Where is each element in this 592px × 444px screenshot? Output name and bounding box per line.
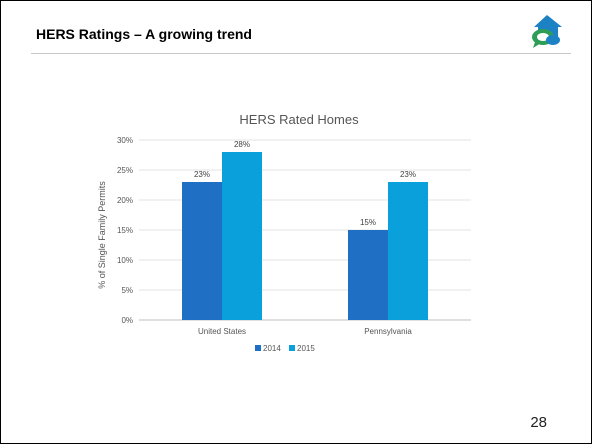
y-tick-label: 5% [121,286,133,295]
bar-2014-pennsylvania [348,230,388,320]
bar-2014-united-states [182,182,222,320]
data-label: 28% [234,140,250,149]
y-tick-label: 20% [117,196,133,205]
chart-title: HERS Rated Homes [239,112,359,127]
title-divider [31,53,571,54]
bars: 23% 28% 15% 23% [182,140,428,320]
y-tick-label: 15% [117,226,133,235]
x-axis-labels: United States Pennsylvania [198,327,412,336]
data-label: 23% [194,170,210,179]
legend: 2014 2015 [255,344,315,353]
y-tick-label: 30% [117,136,133,145]
y-tick-label: 25% [117,166,133,175]
legend-swatch-2015 [289,345,295,351]
data-label: 23% [400,170,416,179]
y-axis-label: % of Single Family Permits [97,181,107,289]
bar-2015-pennsylvania [388,182,428,320]
page-number: 28 [530,414,547,431]
bar-2015-united-states [222,152,262,320]
house-with-speech-bubbles-icon [532,15,562,48]
data-label: 15% [360,218,376,227]
legend-label-2014: 2014 [263,344,281,353]
legend-label-2015: 2015 [297,344,315,353]
x-tick-label: United States [198,327,246,336]
logo-bubble-white [537,33,549,41]
x-tick-label: Pennsylvania [364,327,412,336]
logo-bubble-tail [533,42,541,48]
y-axis-ticks: 0% 5% 10% 15% 20% 25% 30% [117,136,133,325]
logo-bubble-blue [546,35,560,45]
y-tick-label: 0% [121,316,133,325]
y-tick-label: 10% [117,256,133,265]
slide-title: HERS Ratings – A growing trend [36,26,252,42]
legend-swatch-2014 [255,345,261,351]
